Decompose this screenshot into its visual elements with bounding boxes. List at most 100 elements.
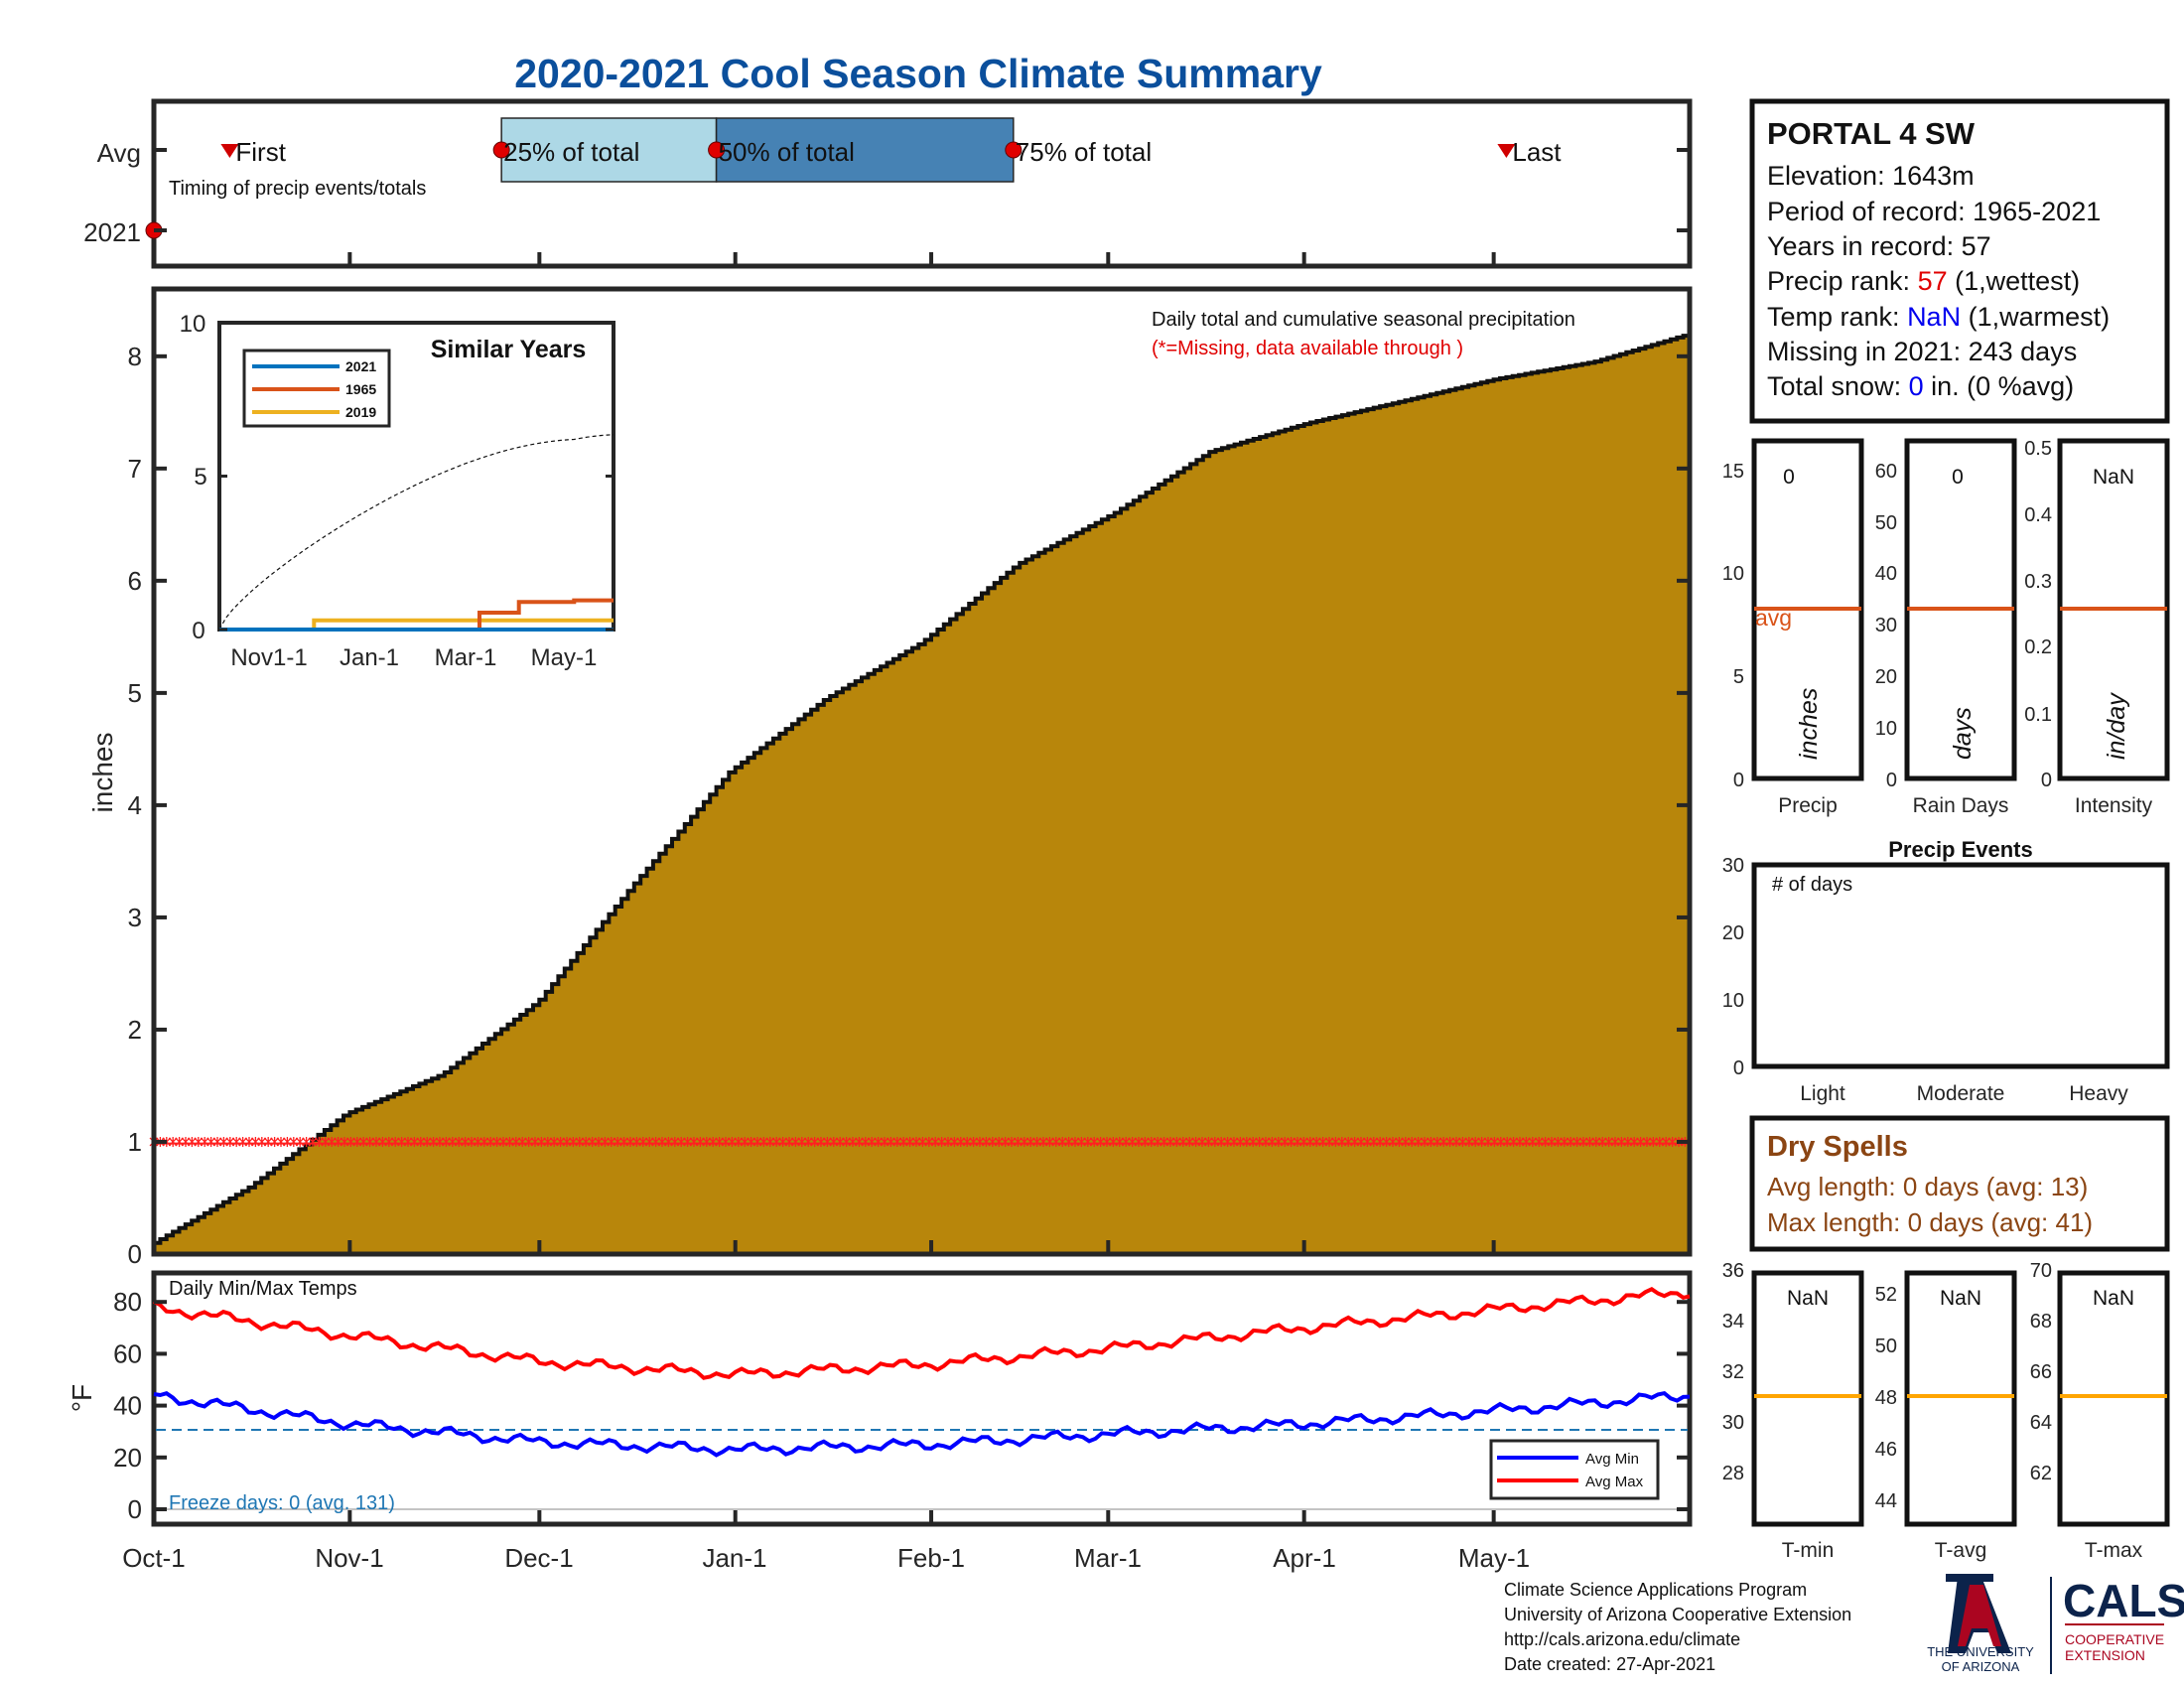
tavg-ytick-48: 48 <box>1875 1387 1897 1409</box>
missing-data-marker <box>784 1136 794 1147</box>
main-ytick-label: 5 <box>128 678 142 708</box>
missing-data-marker <box>715 1136 725 1147</box>
missing-data-marker <box>588 1136 598 1147</box>
missing-data-marker <box>1584 1136 1594 1147</box>
missing-data-marker <box>1616 1136 1626 1147</box>
missing-data-marker <box>1388 1136 1398 1147</box>
precip-ytick-5: 5 <box>1733 666 1744 688</box>
missing-data-marker <box>1489 1136 1499 1147</box>
missing-data-marker <box>1318 1136 1328 1147</box>
last-event-marker <box>1497 144 1516 158</box>
missing-data-marker <box>371 1136 381 1147</box>
missing-data-marker <box>1305 1136 1315 1147</box>
missing-data-marker <box>1401 1136 1411 1147</box>
missing-data-marker <box>492 1136 502 1147</box>
missing-data-marker <box>1083 1136 1093 1147</box>
tmax-label: T-max <box>2085 1539 2143 1562</box>
main-ytick-label: 8 <box>128 342 142 371</box>
missing-data-marker <box>1604 1136 1614 1147</box>
quartile-1-box <box>500 117 718 183</box>
missing-data-marker <box>276 1136 286 1147</box>
missing-data-marker <box>1108 1136 1118 1147</box>
inset-average-line <box>218 434 614 631</box>
ua-logo-text-2: OF ARIZONA <box>1942 1659 2020 1674</box>
inset-ytick-10: 10 <box>180 311 206 338</box>
temp-ytick-label: 20 <box>113 1443 142 1473</box>
missing-data-marker <box>1121 1136 1131 1147</box>
missing-data-marker <box>1661 1136 1671 1147</box>
missing-data-marker <box>1350 1136 1360 1147</box>
missing-data-marker <box>1648 1136 1658 1147</box>
missing-data-marker <box>1642 1136 1652 1147</box>
xtick-jan: Jan-1 <box>702 1543 766 1573</box>
missing-data-marker <box>747 1136 756 1147</box>
missing-data-marker <box>1089 1136 1099 1147</box>
missing-data-marker <box>218 1136 228 1147</box>
precip-panel-label: Precip <box>1778 794 1838 817</box>
missing-data-marker <box>1414 1136 1424 1147</box>
missing-data-marker <box>1426 1136 1435 1147</box>
rain-days-unit: days <box>1949 707 1977 760</box>
dry-spells-title: Dry Spells <box>1767 1131 1908 1163</box>
missing-data-marker <box>1140 1136 1150 1147</box>
inset-xtick-mar: Mar-1 <box>435 644 497 671</box>
missing-data-marker <box>384 1136 394 1147</box>
missing-data-marker <box>1076 1136 1086 1147</box>
missing-data-marker <box>1274 1136 1284 1147</box>
missing-data-marker <box>314 1136 324 1147</box>
missing-data-marker <box>1496 1136 1506 1147</box>
legend-label-avg-max: Avg Max <box>1585 1474 1644 1490</box>
missing-data-marker <box>956 1136 966 1147</box>
missing-data-marker <box>1470 1136 1480 1147</box>
missing-data-marker <box>1044 1136 1054 1147</box>
missing-data-marker <box>181 1136 191 1147</box>
xtick-dec: Dec-1 <box>504 1543 573 1573</box>
missing-data-marker <box>257 1136 267 1147</box>
missing-data-marker <box>479 1136 489 1147</box>
precip-unit: inches <box>1795 688 1823 760</box>
temp-legend: Avg Min Avg Max <box>1489 1439 1660 1500</box>
missing-data-marker <box>1191 1136 1201 1147</box>
precip-rank: Precip rank: 57 (1,wettest) <box>1767 266 2080 296</box>
missing-data-marker <box>1070 1136 1080 1147</box>
xtick-apr: Apr-1 <box>1273 1543 1336 1573</box>
temp-chart-label: Daily Min/Max Temps <box>169 1278 357 1300</box>
missing-data-marker <box>625 1136 635 1147</box>
tavg-value: NaN <box>1940 1287 1981 1310</box>
missing-data-marker <box>835 1136 845 1147</box>
missing-data-marker <box>861 1136 871 1147</box>
cals-logo: CALS COOPERATIVE EXTENSION <box>2063 1575 2184 1663</box>
dry-spells-box: Dry Spells Avg length: 0 days (avg: 13) … <box>1749 1115 2170 1252</box>
missing-data-marker <box>1451 1136 1461 1147</box>
intensity-ytick-01: 0.1 <box>2024 704 2052 726</box>
missing-data-marker <box>644 1136 654 1147</box>
missing-data-marker <box>1203 1136 1213 1147</box>
missing-data-marker <box>1509 1136 1519 1147</box>
missing-data-marker <box>1407 1136 1417 1147</box>
university-of-arizona-logo: THE UNIVERSITY OF ARIZONA <box>1927 1574 2034 1674</box>
missing-data-marker <box>1560 1136 1570 1147</box>
tmax-ytick-66: 66 <box>2030 1361 2052 1383</box>
missing-data-marker <box>1457 1136 1467 1147</box>
legend-label-1965: 1965 <box>345 381 376 397</box>
missing-data-marker <box>397 1136 407 1147</box>
intensity-value: NaN <box>2093 466 2134 489</box>
missing-data-marker <box>168 1136 178 1147</box>
q75-marker <box>1005 141 1023 159</box>
missing-data-marker <box>1178 1136 1188 1147</box>
missing-data-marker <box>1394 1136 1404 1147</box>
missing-data-marker <box>206 1136 216 1147</box>
legend-label-2021: 2021 <box>345 358 376 374</box>
dry-spells-max-length: Max length: 0 days (avg: 41) <box>1767 1207 2093 1237</box>
temp-rank: Temp rank: NaN (1,warmest) <box>1767 302 2110 332</box>
tmax-ytick-68: 68 <box>2030 1311 2052 1333</box>
q50-label: 50% of total <box>719 137 855 167</box>
tmin-ytick-28: 28 <box>1722 1463 1744 1484</box>
missing-data-marker <box>340 1136 349 1147</box>
missing-data-marker <box>600 1136 610 1147</box>
missing-data-marker <box>1210 1136 1220 1147</box>
missing-data-marker <box>568 1136 578 1147</box>
inset-ytick-5: 5 <box>194 464 206 491</box>
missing-data-marker <box>1433 1136 1442 1147</box>
missing-data-marker <box>842 1136 852 1147</box>
